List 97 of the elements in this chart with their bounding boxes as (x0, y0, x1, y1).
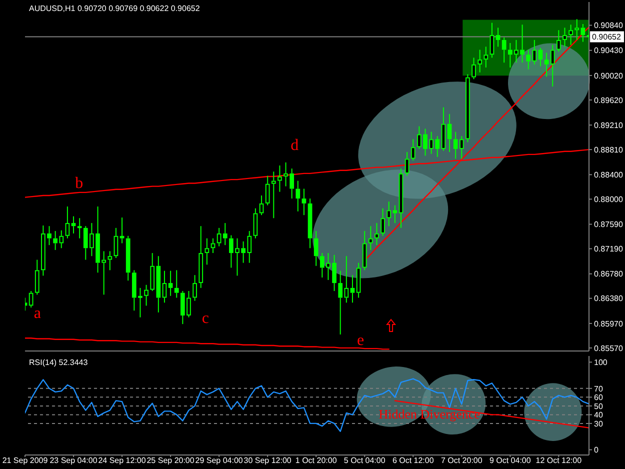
candlestick (502, 37, 506, 64)
y-tick-label: 0.87590 (594, 220, 624, 230)
annotation: e (357, 332, 364, 350)
candlestick (368, 226, 373, 250)
candlestick (278, 164, 282, 192)
candlestick (574, 18, 580, 40)
candlestick (296, 180, 300, 212)
y-tick-label: 0.85570 (594, 344, 624, 353)
candlestick (222, 222, 228, 246)
candlestick (490, 22, 494, 58)
candlestick (71, 216, 76, 234)
y-tick-label: 0.90020 (594, 71, 624, 80)
candlestick (265, 175, 270, 206)
x-tick-label: 29 Sep 04:00 (195, 456, 244, 465)
candlestick (410, 138, 416, 162)
candlestick (28, 290, 34, 308)
candlestick (404, 152, 410, 176)
x-tick-label: 21 Sep 2009 (2, 456, 48, 465)
candlestick (126, 235, 130, 282)
y-tick-label: 0.86780 (594, 270, 624, 279)
candlestick (162, 270, 167, 304)
annotation: Hidden Divergence (378, 406, 480, 422)
y-tick-label: 100 (594, 358, 608, 367)
candlestick (441, 106, 446, 152)
candlestick (210, 238, 216, 254)
candlestick (478, 49, 482, 73)
candlestick (392, 204, 398, 224)
annotation: a (34, 305, 41, 322)
y-tick-label: 0 (594, 446, 599, 455)
candlestick (308, 198, 312, 249)
y-tick-label: 50 (594, 402, 604, 411)
y-tick-label: 0.90840 (594, 21, 624, 30)
candlestick (362, 230, 367, 271)
x-tick-label: 6 Oct 12:00 (392, 456, 434, 465)
chart-title: AUDUSD,H1 0.90720 0.90769 0.90622 0.90652 (29, 4, 200, 14)
candlestick (484, 46, 488, 68)
line-series (25, 338, 390, 350)
x-tick-label: 1 Oct 20:00 (295, 456, 338, 465)
candlestick (259, 194, 264, 216)
ref-line-label: 0.90652 (592, 32, 622, 42)
y-tick-label: 0.90430 (594, 46, 624, 56)
candlestick (253, 208, 258, 239)
candlestick (496, 27, 500, 48)
y-tick-label: 0.89620 (594, 96, 624, 105)
candlestick (120, 217, 124, 244)
x-tick-label: 7 Oct 20:00 (440, 456, 483, 465)
x-tick-label: 9 Oct 04:00 (489, 456, 532, 465)
candlestick (216, 227, 222, 247)
y-tick-label: 0.88400 (594, 170, 624, 180)
candlestick (114, 227, 118, 258)
candlestick (108, 250, 112, 271)
candlestick (204, 238, 210, 266)
candlestick (447, 114, 452, 153)
y-tick-label: 40 (594, 410, 604, 420)
candlestick (65, 206, 70, 239)
y-tick-label: 0.85970 (594, 319, 624, 328)
candlestick (350, 274, 355, 304)
y-tick-label: 0.89210 (594, 120, 624, 130)
candlestick (314, 230, 318, 266)
y-tick-label: 60 (594, 393, 604, 402)
y-tick-label: 0.88000 (594, 194, 624, 204)
candlestick (568, 24, 573, 46)
candlestick (271, 171, 276, 219)
candlestick (144, 284, 148, 306)
candlestick (386, 201, 392, 227)
candlestick (538, 47, 543, 67)
y-tick-label: 0.87190 (594, 244, 624, 254)
annotation: b (75, 175, 84, 192)
x-tick-label: 30 Sep 12:00 (244, 456, 292, 465)
candlestick (550, 44, 555, 87)
candlestick (398, 168, 404, 228)
candlestick (198, 226, 204, 288)
annotation: d (290, 137, 299, 154)
candlestick (302, 188, 306, 216)
annotation: c (202, 310, 210, 328)
line-series (25, 378, 589, 432)
candlestick (580, 24, 586, 42)
candlestick (77, 218, 82, 239)
candlestick (168, 270, 173, 296)
candlestick (356, 262, 361, 298)
x-tick-label: 5 Oct 04:00 (344, 456, 386, 465)
candlestick (174, 270, 179, 298)
candlestick (192, 274, 197, 302)
y-tick-label: 30 (594, 419, 604, 428)
x-tick-label: 12 Oct 12:00 (536, 456, 582, 465)
candlestick (544, 52, 549, 78)
candlestick (562, 27, 567, 48)
x-tick-label: 23 Sep 04:00 (50, 456, 98, 465)
x-tick-label: 25 Sep 20:00 (146, 456, 195, 465)
candlestick (466, 74, 470, 143)
y-tick-label: 70 (594, 384, 604, 394)
x-tick-label: 24 Sep 12:00 (98, 456, 146, 465)
chart-title: RSI(14) 52.3443 (29, 358, 88, 368)
candlestick (374, 222, 379, 246)
y-tick-label: 0.88810 (594, 145, 624, 154)
candlestick (380, 208, 385, 236)
y-tick-label: 0.86380 (594, 294, 624, 304)
